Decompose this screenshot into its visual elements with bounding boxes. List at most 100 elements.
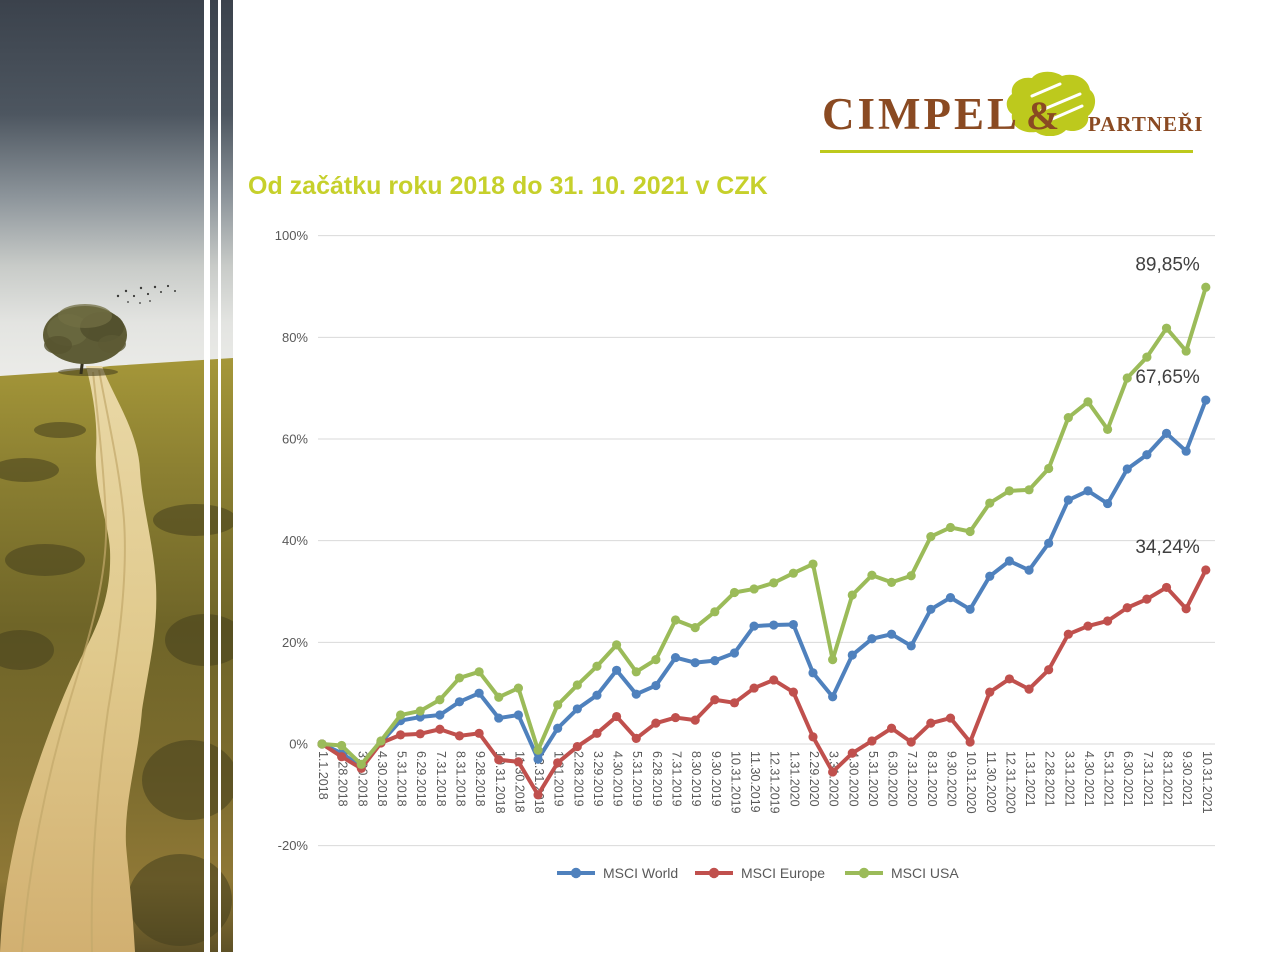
landscape-photo-art bbox=[0, 0, 245, 953]
data-point-msci-europe bbox=[965, 737, 975, 747]
x-axis-tick-label: 1.31.2020 bbox=[787, 751, 801, 807]
data-point-msci-usa bbox=[1103, 424, 1113, 434]
data-point-msci-europe bbox=[985, 687, 995, 697]
data-point-msci-world bbox=[1201, 395, 1211, 405]
data-point-msci-europe bbox=[886, 723, 897, 733]
data-point-msci-world bbox=[494, 713, 504, 723]
end-label-msci-europe: 34,24% bbox=[1135, 537, 1200, 558]
data-point-msci-world bbox=[651, 680, 661, 691]
data-point-msci-usa bbox=[710, 607, 720, 617]
data-point-msci-usa bbox=[474, 667, 484, 677]
x-axis-tick-label: 7.31.2018 bbox=[434, 751, 448, 807]
data-point-msci-europe bbox=[1103, 616, 1113, 626]
data-point-msci-world bbox=[1103, 498, 1113, 509]
data-point-msci-europe bbox=[494, 755, 504, 765]
data-point-msci-europe bbox=[690, 715, 700, 725]
data-point-msci-usa bbox=[1063, 413, 1073, 423]
data-point-msci-europe bbox=[906, 737, 916, 747]
data-point-msci-europe bbox=[415, 729, 425, 739]
x-axis-tick-label: 1.1.2018 bbox=[316, 751, 330, 800]
data-point-msci-europe bbox=[612, 711, 622, 722]
x-axis-tick-label: 7.31.2019 bbox=[670, 751, 684, 807]
legend-label-msci-usa: MSCI USA bbox=[891, 865, 959, 881]
data-point-msci-world bbox=[1044, 538, 1054, 548]
y-axis-tick-label: 80% bbox=[282, 330, 308, 345]
data-point-msci-world bbox=[513, 710, 523, 720]
data-point-msci-usa bbox=[1044, 463, 1054, 474]
data-point-msci-europe bbox=[769, 675, 779, 685]
data-point-msci-europe bbox=[337, 752, 347, 762]
data-point-msci-usa bbox=[847, 590, 857, 600]
x-axis-tick-label: 10.31.2020 bbox=[964, 751, 978, 814]
data-point-msci-usa bbox=[886, 577, 897, 587]
data-point-msci-europe bbox=[828, 767, 838, 777]
data-point-msci-usa bbox=[376, 736, 386, 746]
x-axis-tick-label: 5.31.2018 bbox=[395, 751, 409, 807]
data-point-msci-europe bbox=[729, 698, 740, 708]
legend-marker-dot-msci-world bbox=[570, 867, 582, 879]
data-point-msci-europe bbox=[651, 718, 661, 728]
x-axis-tick-label: 7.31.2021 bbox=[1141, 751, 1155, 807]
data-point-msci-europe bbox=[1161, 582, 1172, 593]
data-point-msci-usa bbox=[808, 559, 818, 569]
logo-ampersand: & bbox=[1026, 93, 1060, 138]
data-point-msci-europe bbox=[1063, 629, 1073, 639]
data-point-msci-world bbox=[454, 697, 465, 707]
logo-text-partneri: PARTNEŘI bbox=[1088, 112, 1204, 136]
data-point-msci-world bbox=[926, 604, 936, 614]
data-point-msci-usa bbox=[435, 695, 445, 705]
data-point-msci-europe bbox=[788, 687, 798, 697]
series-line-msci-europe bbox=[320, 567, 1208, 797]
data-point-msci-world bbox=[533, 754, 543, 764]
data-point-msci-world bbox=[1004, 556, 1015, 566]
logo-underline bbox=[820, 150, 1193, 153]
data-point-msci-world bbox=[769, 620, 779, 630]
logo-text-cimpel: CIMPEL bbox=[822, 89, 1020, 139]
data-point-msci-europe bbox=[631, 733, 641, 744]
data-point-msci-world bbox=[572, 704, 582, 714]
line-chart: 100% 80% 60% 40% 20% 0% -20% 1.1.2018 2.28.2018 3… bbox=[240, 225, 1269, 952]
data-point-msci-world bbox=[867, 634, 877, 644]
x-axis-tick-label: 9.28.2018 bbox=[473, 751, 487, 807]
data-point-msci-usa bbox=[454, 673, 465, 683]
x-axis-tick-label: 8.31.2020 bbox=[925, 751, 939, 807]
data-point-msci-world bbox=[965, 604, 975, 614]
data-point-msci-usa bbox=[317, 739, 327, 749]
path-tracks bbox=[21, 369, 126, 953]
data-point-msci-usa bbox=[867, 570, 877, 580]
x-axis-tick-label: 6.30.2020 bbox=[886, 751, 900, 807]
tree bbox=[43, 304, 127, 376]
data-point-msci-usa bbox=[553, 700, 563, 710]
x-axis-tick-label: 12.31.2019 bbox=[768, 751, 782, 814]
y-axis-tick-label: 0% bbox=[289, 737, 308, 752]
data-point-msci-usa bbox=[631, 667, 641, 677]
data-point-msci-usa bbox=[906, 571, 916, 581]
x-axis-tick-label: 12.31.2020 bbox=[1003, 751, 1017, 814]
x-axis-tick-label: 9.30.2020 bbox=[944, 751, 958, 807]
data-point-msci-europe bbox=[1181, 604, 1191, 614]
data-point-msci-europe bbox=[553, 758, 563, 768]
x-axis-tick-label: 5.31.2019 bbox=[630, 751, 644, 807]
x-axis-tick-label: 5.31.2020 bbox=[866, 751, 880, 807]
data-point-msci-world bbox=[1024, 565, 1034, 575]
data-point-msci-europe bbox=[435, 724, 445, 734]
data-point-msci-europe bbox=[945, 713, 956, 723]
end-label-msci-usa: 89,85% bbox=[1135, 254, 1200, 275]
x-axis-tick-label: 6.30.2021 bbox=[1121, 751, 1135, 807]
data-point-msci-usa bbox=[828, 655, 838, 665]
data-point-msci-europe bbox=[1044, 665, 1054, 675]
x-axis-tick-label: 4.30.2021 bbox=[1082, 751, 1096, 807]
data-point-msci-europe bbox=[1024, 684, 1034, 694]
data-point-msci-world bbox=[1083, 486, 1093, 496]
data-point-msci-usa bbox=[592, 661, 602, 671]
data-point-msci-usa bbox=[1201, 282, 1211, 292]
data-point-msci-usa bbox=[1161, 323, 1172, 333]
data-point-msci-usa bbox=[729, 587, 740, 598]
data-point-msci-world bbox=[710, 656, 720, 666]
data-point-msci-europe bbox=[710, 695, 720, 705]
data-point-msci-world bbox=[1122, 464, 1132, 474]
x-axis-tick-label: 10.31.2019 bbox=[728, 751, 742, 814]
data-point-msci-usa bbox=[651, 655, 661, 665]
data-point-msci-europe bbox=[592, 728, 602, 738]
company-logo: CIMPEL & PARTNEŘI bbox=[820, 70, 1204, 158]
